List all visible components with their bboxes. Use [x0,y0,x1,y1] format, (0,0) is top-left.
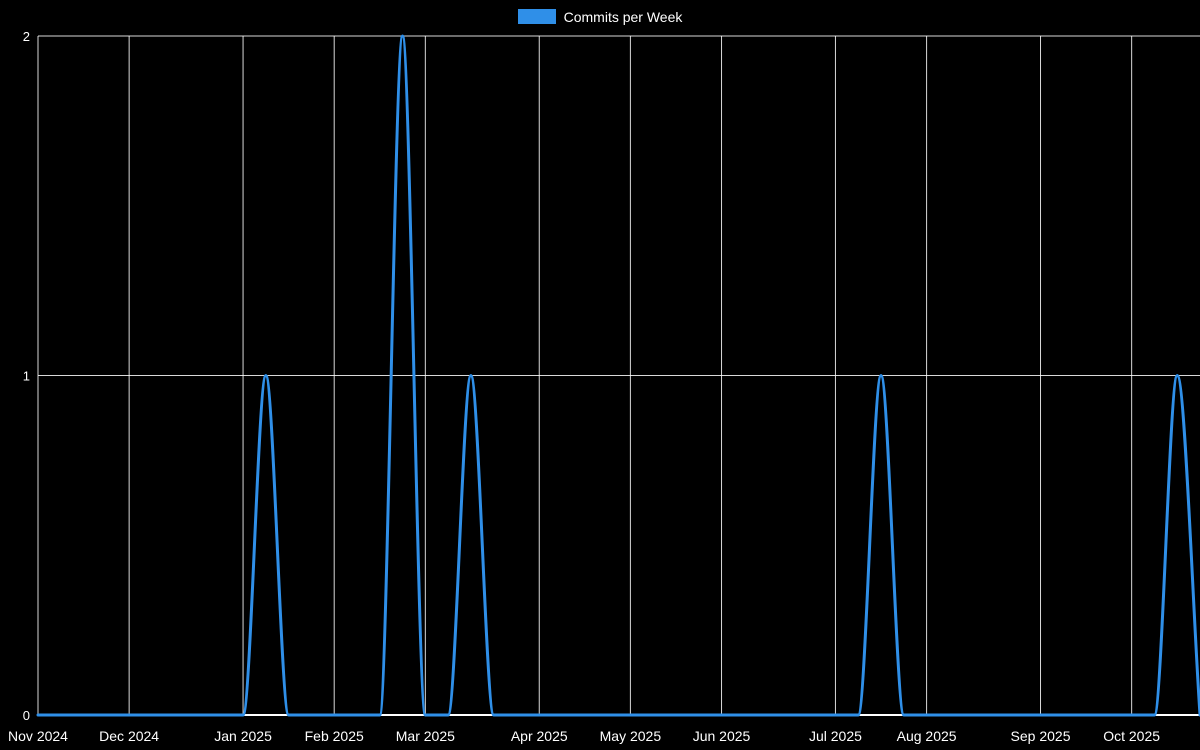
x-tick-label: Nov 2024 [8,728,68,744]
x-tick-label: Jun 2025 [693,728,751,744]
x-tick-label: Feb 2025 [305,728,364,744]
legend-label: Commits per Week [563,8,683,25]
x-tick-label: Apr 2025 [511,728,568,744]
x-tick-label: Oct 2025 [1103,728,1160,744]
commits-line-series [36,34,1200,717]
x-tick-label: May 2025 [600,728,662,744]
y-tick-label: 0 [23,708,30,723]
x-tick-label: Mar 2025 [396,728,455,744]
legend-swatch [517,9,556,24]
chart-legend[interactable]: Commits per Week [0,9,1200,24]
x-tick-label: Sep 2025 [1011,728,1071,744]
x-tick-label: Aug 2025 [897,728,957,744]
x-tick-label: Jan 2025 [214,728,272,744]
y-tick-label: 1 [23,369,30,384]
y-tick-label: 2 [23,29,30,44]
x-tick-label: Dec 2024 [99,728,159,744]
x-tick-label: Jul 2025 [809,728,862,744]
